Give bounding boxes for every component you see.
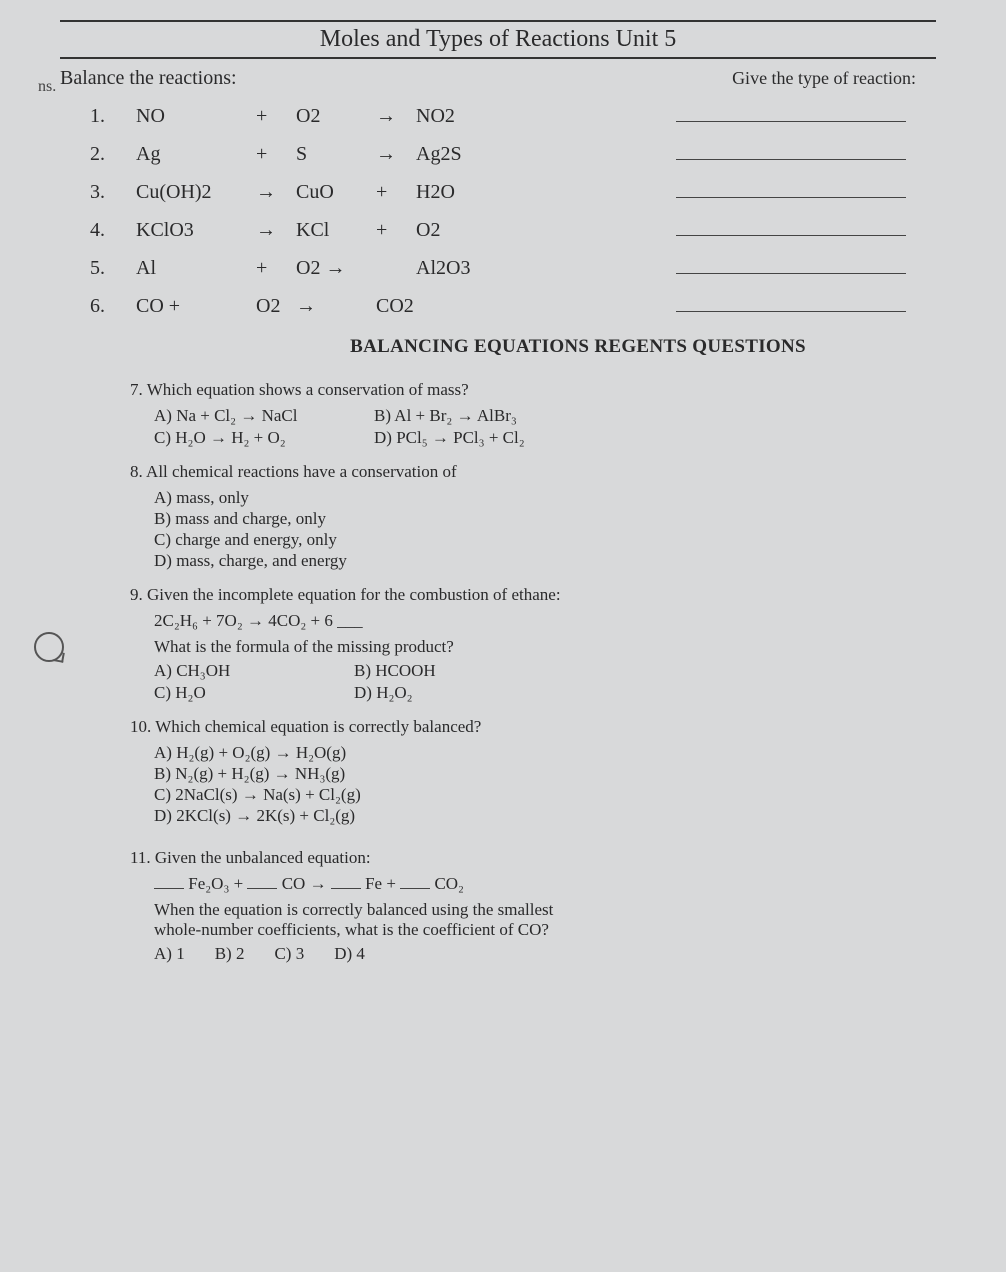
operator: +	[256, 257, 296, 280]
reactant-a: Al	[136, 257, 256, 280]
q11-equation: Fe₂O₃ + CO → Fe + CO₂	[154, 874, 946, 894]
margin-circle-icon	[34, 632, 64, 662]
product: NO2	[416, 105, 536, 128]
q11-stem: 11. Given the unbalanced equation:	[130, 848, 750, 868]
reactions-list: 1. NO + O2 → NO2 2. Ag + S → Ag2S 3. Cu(…	[90, 104, 946, 318]
q9-opt-d[interactable]: D) H₂O₂	[354, 683, 554, 703]
operator: +	[376, 181, 416, 204]
arrow: →	[256, 181, 296, 204]
reaction-row: 6. CO + O2 → CO2	[90, 294, 946, 318]
product-b: H2O	[416, 181, 536, 204]
q9-sub: What is the formula of the missing produ…	[154, 637, 946, 657]
eq-part-a: Fe₂O₃ +	[188, 874, 243, 893]
instructions-row: Balance the reactions: Give the type of …	[50, 67, 946, 90]
q11-sub: When the equation is correctly balanced …	[154, 900, 574, 940]
q10-opt-a[interactable]: A) H₂(g) + O₂(g) → H₂O(g)	[154, 743, 946, 763]
q9-opt-b[interactable]: B) HCOOH	[354, 661, 554, 681]
q9-equation: 2C₂H₆ + 7O₂ → 4CO₂ + 6 ___	[154, 611, 946, 631]
reactant-b: O2	[296, 105, 376, 128]
q7-opt-a[interactable]: A) Na + Cl₂ → NaCl	[154, 406, 374, 426]
product-b: O2	[416, 219, 536, 242]
answer-blank[interactable]	[676, 104, 906, 122]
answer-blank[interactable]	[676, 180, 906, 198]
reaction-row: 2. Ag + S → Ag2S	[90, 142, 946, 166]
q8-stem: 8. All chemical reactions have a conserv…	[130, 462, 750, 482]
reaction-number: 5.	[90, 257, 136, 280]
reactant-a: CO +	[136, 295, 256, 318]
arrow: →	[376, 105, 416, 128]
balance-label: Balance the reactions:	[60, 67, 237, 90]
q11-opt-c[interactable]: C) 3	[274, 944, 304, 964]
coef-blank[interactable]	[331, 875, 361, 889]
eq-part-c: Fe +	[365, 874, 396, 893]
answer-blank[interactable]	[676, 142, 906, 160]
q8-opt-b[interactable]: B) mass and charge, only	[154, 509, 946, 529]
q8-options: A) mass, only B) mass and charge, only C…	[154, 488, 946, 571]
q7-opt-b[interactable]: B) Al + Br₂ → AlBr₃	[374, 406, 594, 426]
eq-part-b: CO →	[282, 874, 327, 893]
q11-opt-b[interactable]: B) 2	[215, 944, 245, 964]
reaction-row: 4. KClO3 → KCl + O2	[90, 218, 946, 242]
q8-opt-a[interactable]: A) mass, only	[154, 488, 946, 508]
margin-note-ns: ns.	[38, 78, 56, 96]
coef-blank[interactable]	[154, 875, 184, 889]
operator: +	[376, 219, 416, 242]
q9-opt-a[interactable]: A) CH₃OH	[154, 661, 354, 681]
coef-blank[interactable]	[400, 875, 430, 889]
q8-opt-c[interactable]: C) charge and energy, only	[154, 530, 946, 550]
reactant-a: Ag	[136, 143, 256, 166]
product-a: CuO	[296, 181, 376, 204]
reactant-b: O2	[256, 295, 296, 318]
q11-options: A) 1 B) 2 C) 3 D) 4	[154, 944, 946, 964]
operator: +	[256, 143, 296, 166]
q10-stem: 10. Which chemical equation is correctly…	[130, 717, 750, 737]
q10-opt-d[interactable]: D) 2KCl(s) → 2K(s) + Cl₂(g)	[154, 806, 946, 826]
reaction-number: 2.	[90, 143, 136, 166]
reaction-row: 5. Al + O2 → Al2O3	[90, 256, 946, 280]
reaction-number: 4.	[90, 219, 136, 242]
operator: +	[256, 105, 296, 128]
reaction-row: 3. Cu(OH)2 → CuO + H2O	[90, 180, 946, 204]
q10-opt-b[interactable]: B) N₂(g) + H₂(g) → NH₃(g)	[154, 764, 946, 784]
coef-blank[interactable]	[247, 875, 277, 889]
answer-blank[interactable]	[676, 218, 906, 236]
reaction-number: 3.	[90, 181, 136, 204]
arrow: →	[376, 143, 416, 166]
q7-opt-d[interactable]: D) PCl₅ → PCl₃ + Cl₂	[374, 428, 594, 448]
reaction-row: 1. NO + O2 → NO2	[90, 104, 946, 128]
reactant-a: NO	[136, 105, 256, 128]
reactant-b: O2 →	[296, 257, 376, 280]
q10-opt-c[interactable]: C) 2NaCl(s) → Na(s) + Cl₂(g)	[154, 785, 946, 805]
page-title: Moles and Types of Reactions Unit 5	[60, 20, 936, 59]
q7-options: A) Na + Cl₂ → NaCl B) Al + Br₂ → AlBr₃ C…	[154, 406, 946, 448]
answer-blank[interactable]	[676, 256, 906, 274]
arrow: →	[296, 295, 376, 318]
arrow: →	[256, 219, 296, 242]
q11-opt-a[interactable]: A) 1	[154, 944, 185, 964]
reactant-b: S	[296, 143, 376, 166]
q9-opt-c[interactable]: C) H₂O	[154, 683, 354, 703]
q7-opt-c[interactable]: C) H₂O → H₂ + O₂	[154, 428, 374, 448]
eq-part-d: CO₂	[434, 874, 464, 893]
q7-stem: 7. Which equation shows a conservation o…	[130, 380, 750, 400]
reactant-a: KClO3	[136, 219, 256, 242]
product: Ag2S	[416, 143, 536, 166]
reaction-number: 6.	[90, 295, 136, 318]
q8-opt-d[interactable]: D) mass, charge, and energy	[154, 551, 946, 571]
reaction-number: 1.	[90, 105, 136, 128]
reactant-a: Cu(OH)2	[136, 181, 256, 204]
section-heading: BALANCING EQUATIONS REGENTS QUESTIONS	[210, 336, 946, 358]
q10-options: A) H₂(g) + O₂(g) → H₂O(g) B) N₂(g) + H₂(…	[154, 743, 946, 826]
answer-blank[interactable]	[676, 294, 906, 312]
product: CO2	[376, 295, 416, 318]
product-a: KCl	[296, 219, 376, 242]
q11-opt-d[interactable]: D) 4	[334, 944, 365, 964]
q9-options: A) CH₃OH B) HCOOH C) H₂O D) H₂O₂	[154, 661, 946, 703]
q9-stem: 9. Given the incomplete equation for the…	[130, 585, 750, 605]
give-type-label: Give the type of reaction:	[732, 68, 916, 89]
product: Al2O3	[416, 257, 536, 280]
